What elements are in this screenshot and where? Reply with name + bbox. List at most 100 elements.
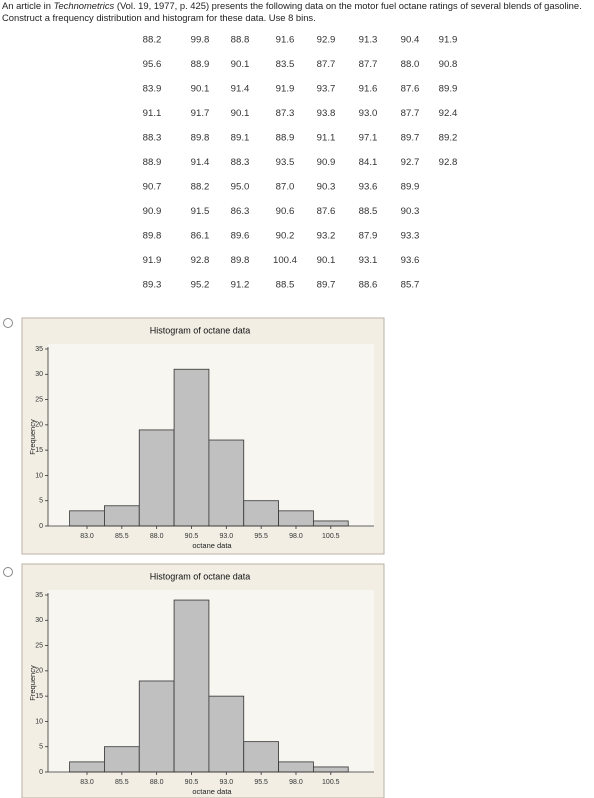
bar xyxy=(243,500,279,527)
table-cell: 87.7 xyxy=(401,108,420,119)
y-tick-label: 30 xyxy=(35,371,43,378)
table-cell: 92.8 xyxy=(191,255,210,266)
table-cell: 88.9 xyxy=(191,59,210,70)
table-cell: 87.9 xyxy=(359,231,378,242)
table-cell: 89.8 xyxy=(231,255,250,266)
y-axis-label: Frequency xyxy=(28,419,37,455)
table-cell: 93.6 xyxy=(359,182,378,193)
y-tick-label: 20 xyxy=(35,422,43,429)
table-cell: 87.3 xyxy=(276,108,295,119)
y-tick-label: 5 xyxy=(39,744,43,751)
table-cell: 92.4 xyxy=(439,108,458,119)
table-cell: 93.1 xyxy=(359,255,378,266)
table-cell: 90.9 xyxy=(143,206,162,217)
bar xyxy=(312,520,349,527)
journal: Technometrics xyxy=(53,0,115,11)
y-tick-label: 10 xyxy=(35,472,43,479)
table-cell: 95.0 xyxy=(231,182,250,193)
table-cell: 93.0 xyxy=(359,108,378,119)
table-cell: 87.6 xyxy=(401,84,420,95)
y-tick-label: 15 xyxy=(35,447,43,454)
table-cell: 99.8 xyxy=(191,35,210,46)
table-cell: 88.5 xyxy=(359,206,378,217)
table-cell: 88.2 xyxy=(143,35,162,46)
table-cell: 91.1 xyxy=(317,133,336,144)
bar xyxy=(208,439,245,527)
x-tick-label: 100.5 xyxy=(322,533,340,540)
table-cell: 90.8 xyxy=(439,59,458,70)
table-cell: 88.5 xyxy=(276,280,295,291)
y-tick-label: 20 xyxy=(35,668,43,675)
bar xyxy=(278,510,314,527)
y-tick-label: 15 xyxy=(35,693,43,700)
table-cell: 88.8 xyxy=(231,35,250,46)
table-cell: 87.6 xyxy=(317,206,336,217)
table-cell: 89.8 xyxy=(191,133,210,144)
table-cell: 89.2 xyxy=(439,133,458,144)
table-cell: 86.1 xyxy=(191,231,210,242)
question-text: (Vol. 19, 1977, p. 425) presents the fol… xyxy=(2,0,582,23)
radio-option[interactable] xyxy=(3,318,13,328)
table-cell: 90.1 xyxy=(191,84,210,95)
y-tick-label: 25 xyxy=(35,642,43,649)
x-tick-label: 93.0 xyxy=(220,779,234,786)
table-cell: 89.6 xyxy=(231,231,250,242)
table-cell: 88.9 xyxy=(143,157,162,168)
table-cell: 91.9 xyxy=(143,255,162,266)
table-cell: 93.7 xyxy=(317,84,336,95)
table-cell: 89.3 xyxy=(143,280,162,291)
table-cell: 95.2 xyxy=(191,280,210,291)
table-cell: 90.1 xyxy=(317,255,336,266)
table-cell: 91.4 xyxy=(231,84,250,95)
bar xyxy=(208,695,245,773)
y-tick-label: 30 xyxy=(35,617,43,624)
table-cell: 92.7 xyxy=(401,157,420,168)
table-cell: 90.4 xyxy=(401,35,420,46)
table-cell: 88.9 xyxy=(276,133,295,144)
bar xyxy=(278,761,314,773)
bar xyxy=(104,505,140,527)
table-cell: 90.3 xyxy=(401,206,420,217)
table-cell: 92.8 xyxy=(439,157,458,168)
y-tick-label: 10 xyxy=(35,718,43,725)
y-tick-label: 5 xyxy=(39,498,43,505)
x-tick-label: 90.5 xyxy=(185,533,199,540)
table-cell: 91.3 xyxy=(359,35,378,46)
bar xyxy=(69,510,105,527)
y-tick-label: 0 xyxy=(39,523,43,530)
table-cell: 89.9 xyxy=(439,84,458,95)
table-cell: 83.5 xyxy=(276,59,295,70)
table-cell: 100.4 xyxy=(273,255,298,266)
x-axis-label: octane data xyxy=(192,541,232,550)
chart-title: Histogram of octane data xyxy=(150,325,251,335)
table-cell: 90.6 xyxy=(276,206,295,217)
chart-title: Histogram of octane data xyxy=(150,571,251,581)
x-tick-label: 95.5 xyxy=(254,779,268,786)
table-cell: 91.5 xyxy=(191,206,210,217)
table-cell: 86.3 xyxy=(231,206,250,217)
radio-option[interactable] xyxy=(3,567,13,577)
table-cell: 93.8 xyxy=(317,108,336,119)
table-cell: 93.2 xyxy=(317,231,336,242)
table-cell: 89.1 xyxy=(231,133,250,144)
x-tick-label: 88.0 xyxy=(150,533,164,540)
table-cell: 90.2 xyxy=(276,231,295,242)
table-cell: 88.3 xyxy=(231,157,250,168)
table-cell: 91.4 xyxy=(191,157,210,168)
bar xyxy=(104,746,140,773)
x-tick-label: 83.0 xyxy=(80,533,94,540)
y-tick-label: 0 xyxy=(39,769,43,776)
x-axis-label: octane data xyxy=(192,787,232,796)
bar xyxy=(69,761,105,773)
y-tick-label: 25 xyxy=(35,396,43,403)
bar xyxy=(173,599,210,773)
table-cell: 89.7 xyxy=(317,280,336,291)
table-cell: 89.8 xyxy=(143,231,162,242)
x-tick-label: 98.0 xyxy=(289,533,303,540)
bar xyxy=(138,429,175,527)
table-cell: 91.9 xyxy=(276,84,295,95)
table-cell: 89.9 xyxy=(401,182,420,193)
table-cell: 88.0 xyxy=(401,59,420,70)
